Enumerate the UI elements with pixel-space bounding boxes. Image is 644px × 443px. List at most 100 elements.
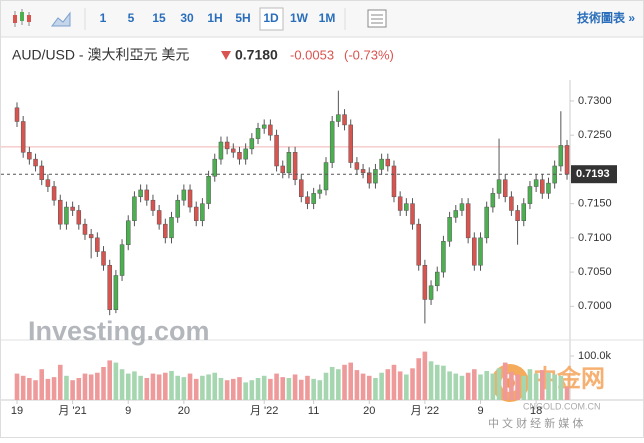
volume-bar xyxy=(490,373,496,400)
x-tick-label: 月 '21 xyxy=(58,405,86,417)
candle-body xyxy=(144,189,150,201)
candle-body xyxy=(156,210,162,225)
candle-body xyxy=(76,210,82,225)
volume-bar xyxy=(175,375,180,400)
cngold-slogan: 中 文 财 经 新 媒 体 xyxy=(488,416,583,430)
interval-button[interactable]: 15 xyxy=(152,11,166,25)
candle-body xyxy=(169,217,174,239)
volume-bar xyxy=(410,368,415,400)
candle-body xyxy=(509,196,514,211)
y-tick-label: 0.7250 xyxy=(578,129,612,141)
volume-bar xyxy=(441,365,446,400)
candle-body xyxy=(367,172,372,184)
candle-body xyxy=(51,186,57,201)
candle-body xyxy=(299,179,304,198)
volume-bar xyxy=(224,380,230,400)
volume-bar xyxy=(119,369,125,400)
volume-bar xyxy=(156,374,162,400)
candle-body xyxy=(546,182,551,194)
volume-bar xyxy=(379,372,384,400)
candle-body xyxy=(329,121,335,163)
candle-body xyxy=(521,203,527,221)
candle-body xyxy=(434,271,440,287)
x-tick-label: 20 xyxy=(178,405,190,417)
candle-body xyxy=(490,193,496,208)
volume-bar xyxy=(268,378,273,400)
x-tick-label: 18 xyxy=(530,405,542,417)
candle-body xyxy=(342,114,347,126)
volume-bar xyxy=(552,374,557,400)
candle-body xyxy=(336,114,341,122)
y-tick-label: 0.7050 xyxy=(578,266,612,278)
interval-button[interactable]: 30 xyxy=(180,11,194,25)
candle-body xyxy=(88,234,94,239)
interval-button[interactable]: 1D xyxy=(263,11,279,25)
chart-title: AUD/USD - 澳大利亞元 美元 xyxy=(12,47,189,63)
candle-body xyxy=(39,165,44,180)
candle-body xyxy=(138,189,143,198)
candle-body xyxy=(175,199,180,218)
interval-button[interactable]: 1H xyxy=(207,11,222,25)
candle-body xyxy=(422,264,428,300)
candle-icon[interactable] xyxy=(13,9,31,27)
volume-bar xyxy=(515,374,520,400)
candle-body xyxy=(255,128,261,139)
interval-button[interactable]: 5H xyxy=(235,11,250,25)
table-icon[interactable] xyxy=(367,9,387,28)
volume-bar xyxy=(88,374,94,400)
volume-bar xyxy=(150,373,156,400)
volume-bar xyxy=(218,378,224,400)
line-icon[interactable] xyxy=(51,11,71,27)
candle-body xyxy=(274,134,279,167)
candle-body xyxy=(261,124,267,129)
candle-body xyxy=(397,196,403,211)
candle-body xyxy=(558,145,564,167)
volume-bar xyxy=(527,369,533,400)
volume-bar xyxy=(181,377,187,400)
candle-body xyxy=(181,189,187,201)
candle-body xyxy=(82,223,88,235)
volume-bar xyxy=(422,351,428,400)
y-tick-label: 0.7150 xyxy=(578,198,612,210)
volume-bar xyxy=(564,386,570,400)
candle-body xyxy=(416,223,421,266)
candle-body xyxy=(292,152,298,180)
volume-bar xyxy=(163,372,168,400)
candle-body xyxy=(218,141,224,160)
volume-bar xyxy=(261,375,267,400)
current-price-box xyxy=(571,165,617,184)
candle-body xyxy=(64,206,69,225)
volume-bar xyxy=(558,375,564,400)
volume-bar xyxy=(373,378,378,400)
candle-body xyxy=(27,152,32,160)
volume-bar xyxy=(509,371,514,400)
candle-body xyxy=(385,158,391,167)
x-tick-label: 20 xyxy=(363,405,375,417)
volume-bar xyxy=(502,362,508,400)
interval-button[interactable]: 1W xyxy=(290,11,309,25)
volume-bar xyxy=(323,372,329,400)
candle-body xyxy=(193,206,199,221)
interval-button[interactable]: 1 xyxy=(100,11,107,25)
candle-body xyxy=(101,251,106,266)
volume-bar xyxy=(212,372,218,400)
volume-bar xyxy=(447,371,452,400)
volume-bar xyxy=(95,372,100,400)
volume-bar xyxy=(292,374,298,400)
change-percent: (-0.73%) xyxy=(344,47,394,62)
volume-bar xyxy=(107,360,112,400)
interval-button[interactable]: 5 xyxy=(128,11,135,25)
volume-bar xyxy=(27,378,32,400)
volume-bar xyxy=(20,375,26,400)
x-tick-label: 11 xyxy=(308,405,319,417)
candle-body xyxy=(391,165,397,198)
volume-bar xyxy=(329,367,335,400)
candle-body xyxy=(33,158,38,167)
candle-body xyxy=(478,237,483,266)
technical-chart-link[interactable]: 技術圖表 » xyxy=(577,10,635,25)
interval-button[interactable]: 1M xyxy=(319,11,336,25)
candle-body xyxy=(502,179,508,198)
candle-body xyxy=(527,186,533,204)
volume-bar xyxy=(354,370,360,400)
volume-bar xyxy=(274,373,279,400)
